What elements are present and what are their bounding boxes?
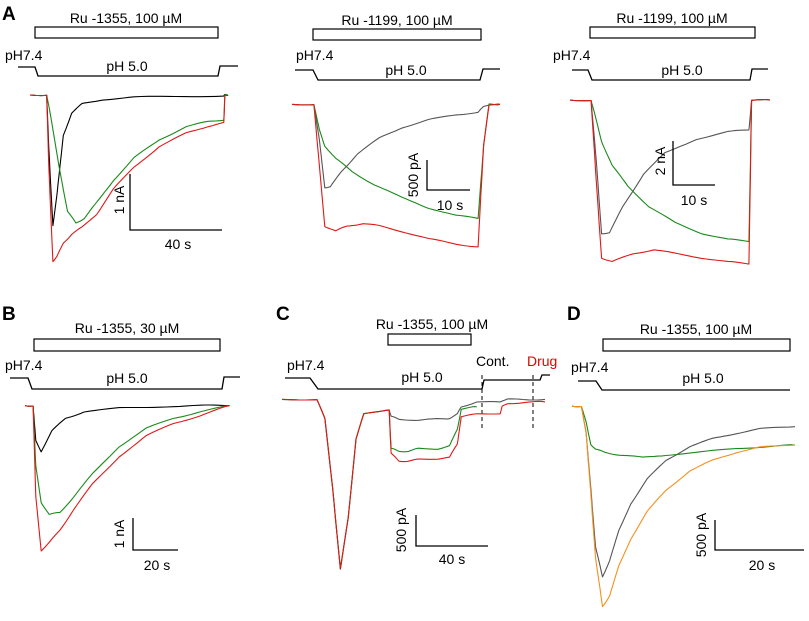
trace-total xyxy=(569,99,771,265)
trace-group xyxy=(29,93,229,263)
ph-step-line xyxy=(578,380,790,391)
scale-bar xyxy=(415,515,488,547)
ph-start-label: pH7.4 xyxy=(5,357,43,373)
trace-total xyxy=(281,398,546,570)
trace-total xyxy=(291,103,501,248)
trace-control xyxy=(281,398,546,570)
drug-label: Ru -1355, 100 µM xyxy=(70,10,182,26)
ph-step-line xyxy=(10,376,240,390)
ph-application-label: pH 5.0 xyxy=(682,370,723,386)
drug-label: Ru -1355, 100 µM xyxy=(640,321,752,337)
scale-y-label: 1 nA xyxy=(111,519,127,548)
trace-group xyxy=(569,99,771,265)
drug-label: Ru -1355, 100 µM xyxy=(376,316,488,332)
panel-a1: A Ru -1355, 100 µM pH7.4 pH 5.0 1 nA 40 … xyxy=(2,4,238,263)
trace-control xyxy=(291,103,501,189)
panel-label-b: B xyxy=(2,304,16,325)
scale-y-label: 2 nA xyxy=(652,146,668,175)
trace-group xyxy=(281,398,546,570)
trace-control xyxy=(29,93,229,227)
scale-bar xyxy=(672,141,715,186)
scale-bar xyxy=(132,518,178,551)
scale-y-label: 500 pA xyxy=(393,507,409,552)
control-marker-label: Cont. xyxy=(476,353,509,369)
scale-x-label: 10 s xyxy=(437,197,463,213)
ph-start-label: pH7.4 xyxy=(296,47,334,63)
ph-start-label: pH7.4 xyxy=(553,47,591,63)
ph-start-label: pH7.4 xyxy=(287,357,325,373)
ph-step-line xyxy=(18,65,238,77)
trace-total xyxy=(24,405,230,552)
ph-application-label: pH 5.0 xyxy=(401,369,442,385)
ph-application-label: pH 5.0 xyxy=(106,370,147,386)
ph-step-line xyxy=(572,68,768,81)
scale-bar xyxy=(129,174,222,231)
trace-control xyxy=(24,404,230,453)
scale-x-label: 40 s xyxy=(165,236,191,252)
panel-d: D Ru -1355, 100 µM pH7.4 pH 5.0 500 pA 2… xyxy=(567,304,804,608)
trace-group xyxy=(291,103,501,248)
drug-label: Ru -1355, 30 µM xyxy=(75,320,180,336)
panel-c: C Ru -1355, 100 µM pH7.4 pH 5.0 Cont. Dr… xyxy=(276,304,557,570)
drug-application-bar xyxy=(312,28,482,41)
drug-application-bar xyxy=(34,26,219,39)
ph-step-line xyxy=(285,374,550,390)
drug-application-bar xyxy=(602,338,791,352)
scale-bar xyxy=(426,160,470,191)
ph-application-label: pH 5.0 xyxy=(385,62,426,78)
ph-application-label: pH 5.0 xyxy=(106,58,147,74)
trace-drug xyxy=(571,405,796,458)
trace-drug xyxy=(281,398,477,570)
drug-label: Ru -1199, 100 µM xyxy=(341,12,452,28)
trace-group xyxy=(571,405,796,608)
scale-x-label: 20 s xyxy=(749,557,775,573)
drug-marker-label: Drug xyxy=(527,353,557,369)
drug-application-bar xyxy=(387,333,472,346)
trace-total xyxy=(29,94,229,263)
trace-drug xyxy=(569,99,771,243)
trace-drug xyxy=(24,405,230,515)
ph-start-label: pH7.4 xyxy=(5,47,43,63)
scale-x-label: 20 s xyxy=(144,557,170,573)
trace-total xyxy=(571,405,796,608)
panel-label-d: D xyxy=(567,304,581,325)
trace-control xyxy=(569,99,771,235)
scale-bar xyxy=(714,520,804,551)
panel-label-c: C xyxy=(276,304,290,325)
scale-y-label: 500 pA xyxy=(693,512,709,557)
panel-label-a: A xyxy=(2,4,16,25)
trace-control xyxy=(571,405,796,578)
ph-start-label: pH7.4 xyxy=(571,359,609,375)
ph-application-label: pH 5.0 xyxy=(661,62,702,78)
scale-y-label: 1 nA xyxy=(111,185,127,214)
trace-group xyxy=(24,404,230,552)
drug-application-bar xyxy=(589,26,756,39)
drug-application-bar xyxy=(33,338,221,352)
scale-y-label: 500 pA xyxy=(405,152,421,197)
panel-b: B Ru -1355, 30 µM pH7.4 pH 5.0 1 nA 20 s xyxy=(2,304,240,573)
ph-step-line xyxy=(295,68,500,81)
scale-x-label: 10 s xyxy=(681,192,707,208)
trace-drug xyxy=(29,93,229,224)
panel-a2: Ru -1199, 100 µM pH7.4 pH 5.0 500 pA 10 … xyxy=(291,12,501,248)
scale-x-label: 40 s xyxy=(439,551,465,567)
panel-a3: Ru -1199, 100 µM pH7.4 pH 5.0 2 nA 10 s xyxy=(553,10,771,265)
drug-label: Ru -1199, 100 µM xyxy=(616,10,727,26)
trace-drug xyxy=(291,103,501,219)
